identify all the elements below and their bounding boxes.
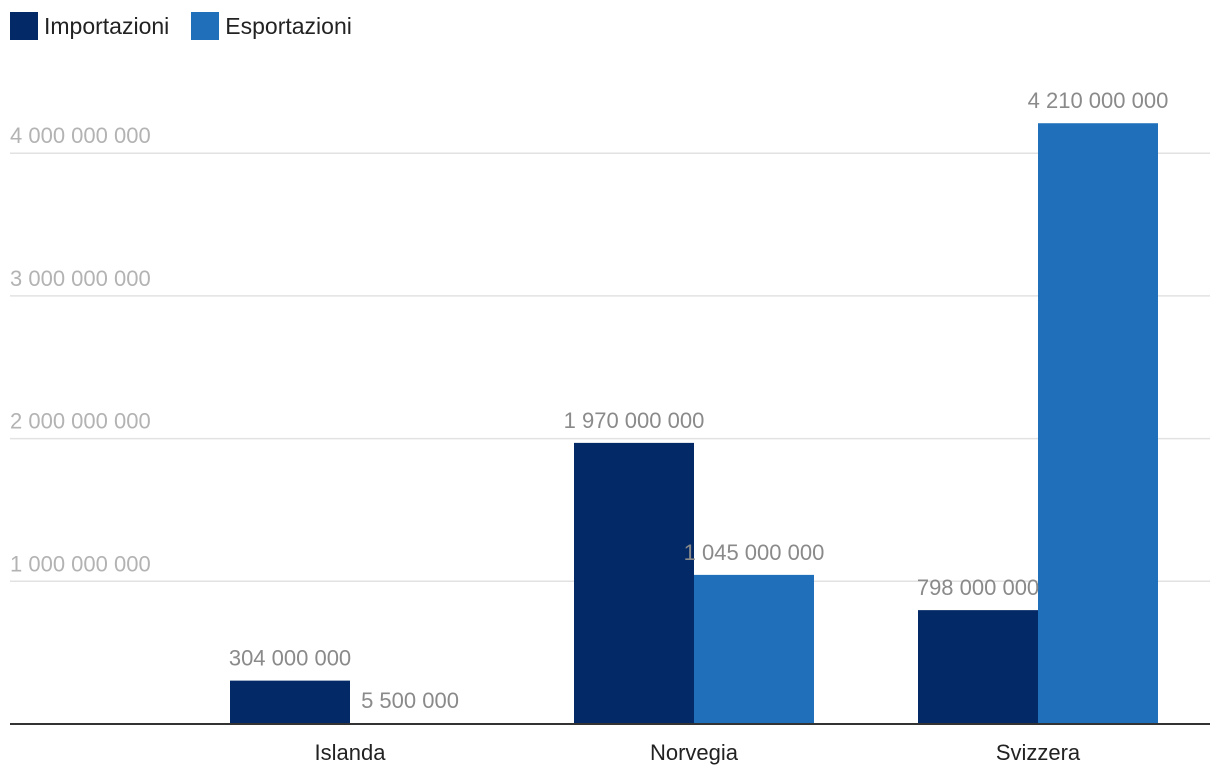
legend-item-importazioni[interactable]: Importazioni <box>10 12 169 40</box>
data-label: 1 970 000 000 <box>564 408 705 433</box>
data-label: 4 210 000 000 <box>1028 88 1169 113</box>
bar-esportazioni-svizzera[interactable] <box>1038 123 1158 724</box>
x-tick-label: Svizzera <box>996 740 1081 765</box>
y-tick-label: 2 000 000 000 <box>10 409 151 434</box>
bar-importazioni-svizzera[interactable] <box>918 610 1038 724</box>
y-tick-label: 3 000 000 000 <box>10 266 151 291</box>
legend-swatch-importazioni <box>10 12 38 40</box>
data-label: 1 045 000 000 <box>684 540 825 565</box>
data-label: 5 500 000 <box>361 688 459 713</box>
x-tick-label: Islanda <box>315 740 387 765</box>
legend-label-esportazioni: Esportazioni <box>225 12 352 39</box>
legend-swatch-esportazioni <box>191 12 220 40</box>
y-tick-label: 4 000 000 000 <box>10 123 151 148</box>
legend-label-importazioni: Importazioni <box>44 12 170 39</box>
bar-esportazioni-norvegia[interactable] <box>694 574 814 724</box>
data-label: 798 000 000 <box>917 575 1039 600</box>
chart-legend: Importazioni Esportazioni <box>10 12 352 40</box>
y-tick-label: 1 000 000 000 <box>10 551 151 576</box>
data-label: 304 000 000 <box>229 646 351 671</box>
legend-item-esportazioni[interactable]: Esportazioni <box>191 12 352 40</box>
bar-importazioni-norvegia[interactable] <box>574 442 694 724</box>
x-tick-label: Norvegia <box>650 740 739 765</box>
bar-importazioni-islanda[interactable] <box>230 680 350 724</box>
